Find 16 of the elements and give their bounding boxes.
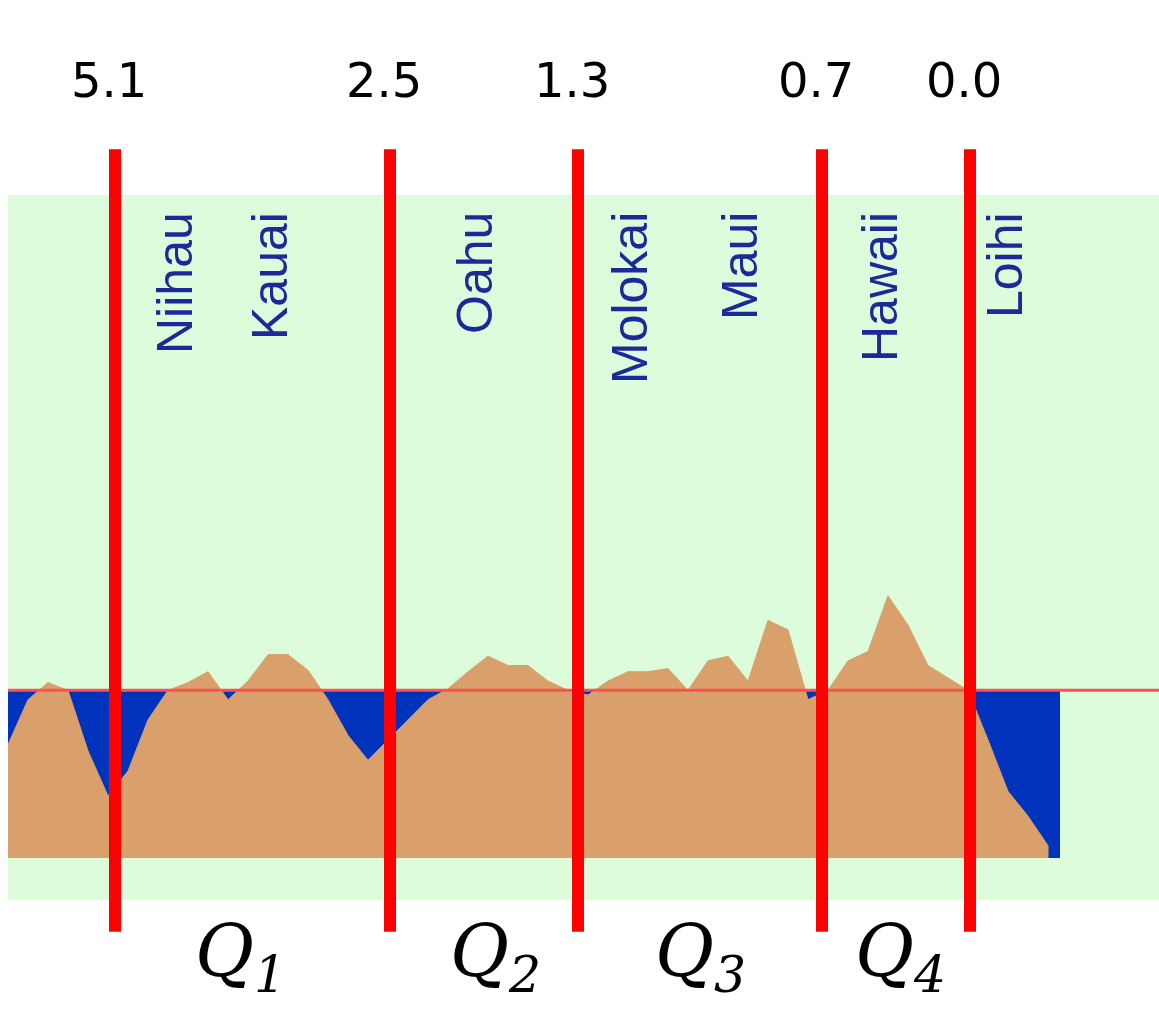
text: Niihau	[147, 212, 203, 354]
text: 0.7	[778, 52, 855, 108]
text: 2.5	[346, 52, 423, 108]
text: Loihi	[977, 212, 1033, 318]
text: 5.1	[71, 52, 148, 108]
text: Kauai	[242, 212, 298, 340]
text: Hawaii	[852, 211, 908, 362]
text: Q$_{3}$	[655, 910, 747, 1005]
text: Q$_{4}$	[855, 910, 947, 1005]
text: Q$_{1}$	[195, 910, 287, 1005]
text: Maui	[712, 211, 768, 320]
text: 0.0	[926, 52, 1003, 108]
text: Molokai	[602, 211, 658, 384]
text: Oahu	[447, 211, 503, 334]
text: 1.3	[534, 52, 611, 108]
text: Q$_{2}$	[450, 910, 542, 1005]
